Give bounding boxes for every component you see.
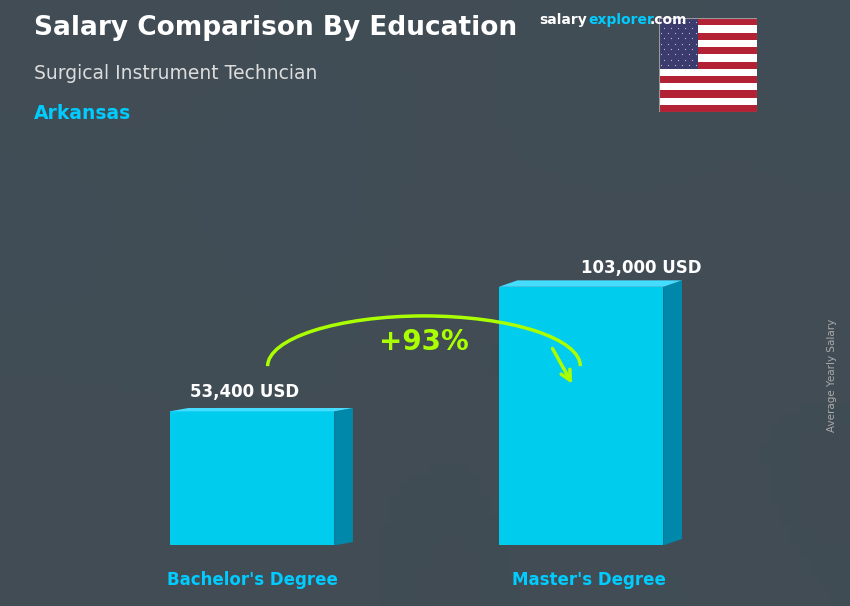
Text: 103,000 USD: 103,000 USD: [581, 259, 701, 277]
Text: Arkansas: Arkansas: [34, 104, 131, 123]
Bar: [659, 18, 756, 25]
Polygon shape: [499, 281, 682, 287]
Text: salary: salary: [540, 13, 587, 27]
Text: .com: .com: [649, 13, 687, 27]
Polygon shape: [334, 408, 353, 545]
Bar: [659, 33, 756, 40]
Polygon shape: [170, 411, 334, 545]
Text: Bachelor's Degree: Bachelor's Degree: [167, 570, 337, 588]
Bar: [659, 68, 756, 76]
Bar: [659, 25, 756, 33]
Text: 53,400 USD: 53,400 USD: [190, 383, 299, 401]
Bar: [659, 18, 698, 68]
Bar: [659, 83, 756, 90]
Bar: [659, 47, 756, 55]
Text: Average Yearly Salary: Average Yearly Salary: [827, 319, 837, 432]
Text: explorer: explorer: [588, 13, 654, 27]
Bar: [659, 76, 756, 83]
Text: Master's Degree: Master's Degree: [512, 570, 666, 588]
Bar: [659, 55, 756, 62]
Text: Salary Comparison By Education: Salary Comparison By Education: [34, 15, 517, 41]
Bar: [659, 40, 756, 47]
Polygon shape: [170, 408, 353, 411]
Text: +93%: +93%: [379, 328, 469, 356]
Polygon shape: [499, 287, 663, 545]
Polygon shape: [663, 281, 682, 545]
Bar: [659, 90, 756, 98]
Text: Surgical Instrument Techncian: Surgical Instrument Techncian: [34, 64, 317, 82]
Bar: [659, 62, 756, 68]
Bar: [659, 98, 756, 105]
Bar: [659, 105, 756, 112]
